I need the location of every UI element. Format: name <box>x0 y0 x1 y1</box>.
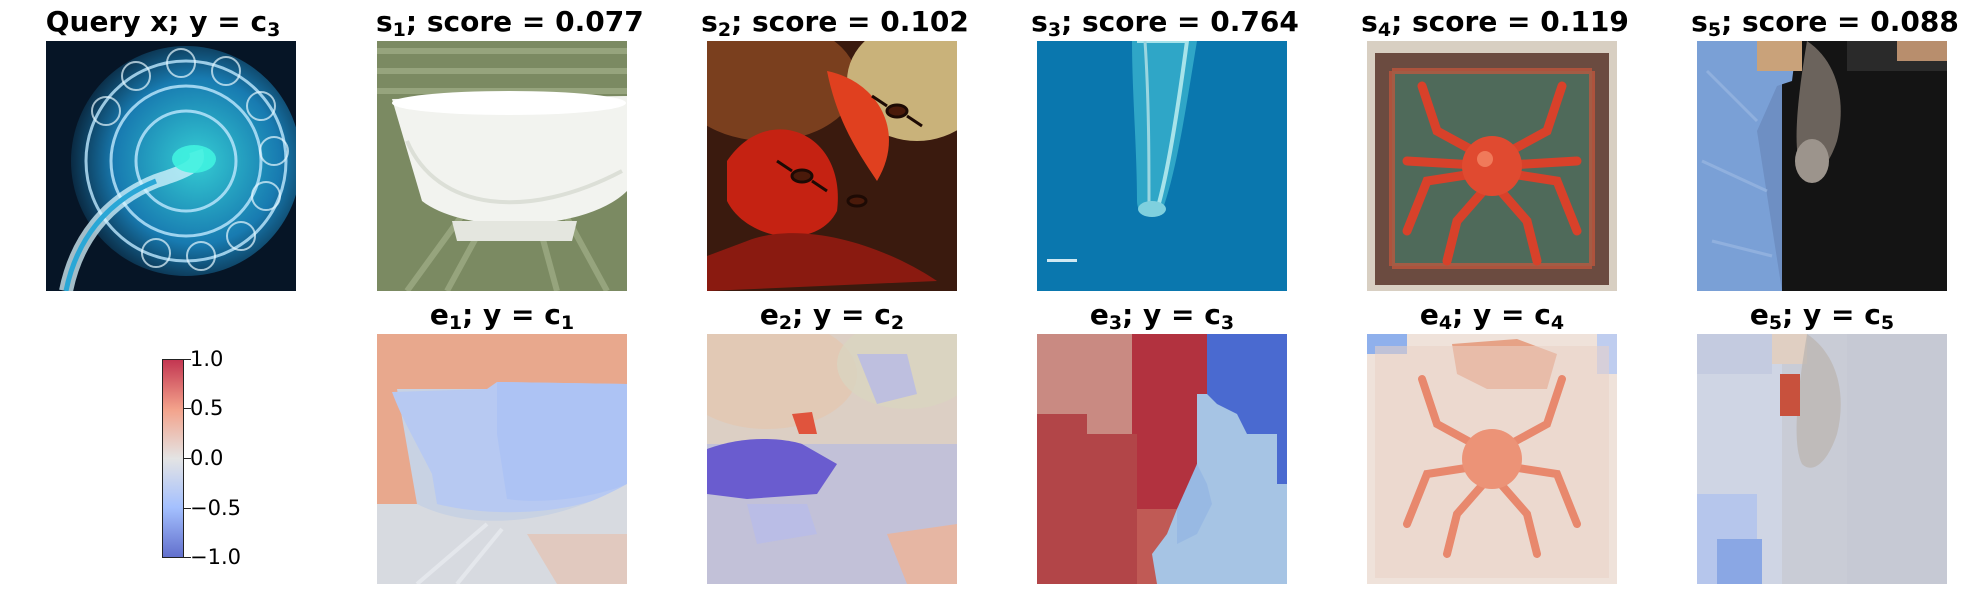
explanation-image-4 <box>1367 334 1617 584</box>
sample-label: s <box>376 5 393 38</box>
colorbar-gradient <box>163 360 183 557</box>
sample-title-3: s3; score = 0.764 <box>1030 4 1300 40</box>
explanation-label: e <box>429 298 449 331</box>
sample-label: s <box>1691 5 1708 38</box>
colorbar-tick-label: 0.0 <box>190 446 224 470</box>
explanation-label: e <box>1089 298 1109 331</box>
explanation-class-sub: 4 <box>1550 312 1565 334</box>
sample-label-sub: 1 <box>392 19 406 41</box>
query-image <box>46 41 296 291</box>
explanation-class-sub: 5 <box>1880 312 1895 334</box>
explanation-class: ; y = c <box>1452 298 1551 331</box>
sample-label: s <box>1031 5 1048 38</box>
query-title-sub: 3 <box>267 19 281 41</box>
explanation-class-sub: 1 <box>560 312 575 334</box>
colorbar-tick <box>184 508 191 509</box>
explanation-class: ; y = c <box>1122 298 1221 331</box>
sample-title-4: s4; score = 0.119 <box>1360 4 1630 40</box>
bowl-heatmap-image <box>377 334 627 584</box>
explanation-title-1: e1; y = c1 <box>377 297 627 333</box>
colorbar-tick-label: −0.5 <box>190 496 241 520</box>
explanation-class: ; y = c <box>792 298 891 331</box>
colorbar-tick <box>184 408 191 409</box>
sample-title-5: s5; score = 0.088 <box>1690 4 1960 40</box>
explanation-title-5: e5; y = c5 <box>1697 297 1947 333</box>
sample-image-1 <box>377 41 627 291</box>
sample-label-sub: 3 <box>1047 19 1062 41</box>
explanation-image-2 <box>707 334 957 584</box>
spiral-plankton-image <box>46 41 296 291</box>
sample-score: ; score = 0.102 <box>731 5 969 38</box>
sample-score: ; score = 0.088 <box>1721 5 1959 38</box>
sample-title-1: s1; score = 0.077 <box>376 4 644 41</box>
query-title-main: Query x; y = c <box>45 5 268 38</box>
sample-score: ; score = 0.119 <box>1391 5 1629 38</box>
explanation-label-sub: 5 <box>1768 312 1783 334</box>
explanation-label-sub: 1 <box>448 312 463 334</box>
query-title: Query x; y = c3 <box>38 4 288 40</box>
explanation-label: e <box>759 298 779 331</box>
colorbar-tick <box>184 458 191 459</box>
colorbar <box>162 359 184 558</box>
ferret-heatmap-image <box>1697 334 1947 584</box>
explanation-class: ; y = c <box>462 298 561 331</box>
explanation-label-sub: 2 <box>778 312 793 334</box>
colorbar-tick-label: 1.0 <box>190 347 224 371</box>
ants-on-red-flower-image <box>707 41 957 291</box>
colorbar-tick-label: −1.0 <box>190 545 241 569</box>
sample-score: ; score = 0.764 <box>1061 5 1299 38</box>
explanation-title-3: e3; y = c3 <box>1037 297 1287 333</box>
sample-label: s <box>1361 5 1378 38</box>
explanation-label: e <box>1749 298 1769 331</box>
sample-image-2 <box>707 41 957 291</box>
sample-label-sub: 2 <box>717 19 732 41</box>
flower-heatmap-image <box>707 334 957 584</box>
explanation-label-sub: 3 <box>1108 312 1123 334</box>
sample-title-2: s2; score = 0.102 <box>700 4 970 40</box>
sample-image-4 <box>1367 41 1617 291</box>
explanation-image-5 <box>1697 334 1947 584</box>
explanation-image-3 <box>1037 334 1287 584</box>
sample-label-sub: 5 <box>1707 19 1722 41</box>
sample-label-sub: 4 <box>1377 19 1392 41</box>
sample-score: ; score = 0.077 <box>405 5 644 38</box>
explanation-label-sub: 4 <box>1438 312 1453 334</box>
colorbar-tick <box>184 359 191 360</box>
explanation-class-sub: 3 <box>1220 312 1235 334</box>
explanation-class-sub: 2 <box>890 312 905 334</box>
sample-image-5 <box>1697 41 1947 291</box>
explanation-label: e <box>1419 298 1439 331</box>
sample-label: s <box>701 5 718 38</box>
red-crab-on-board-image <box>1367 41 1617 291</box>
explanation-title-4: e4; y = c4 <box>1367 297 1617 333</box>
sample-image-3 <box>1037 41 1287 291</box>
explanation-image-1 <box>377 334 627 584</box>
explanation-class: ; y = c <box>1782 298 1881 331</box>
blue-micro-organism-image <box>1037 41 1287 291</box>
crab-heatmap-image <box>1367 334 1617 584</box>
colorbar-tick-label: 0.5 <box>190 396 224 420</box>
white-bowl-image <box>377 41 627 291</box>
organism-heatmap-image <box>1037 334 1287 584</box>
ferret-on-jeans-image <box>1697 41 1947 291</box>
colorbar-tick <box>184 557 191 558</box>
explanation-title-2: e2; y = c2 <box>707 297 957 333</box>
